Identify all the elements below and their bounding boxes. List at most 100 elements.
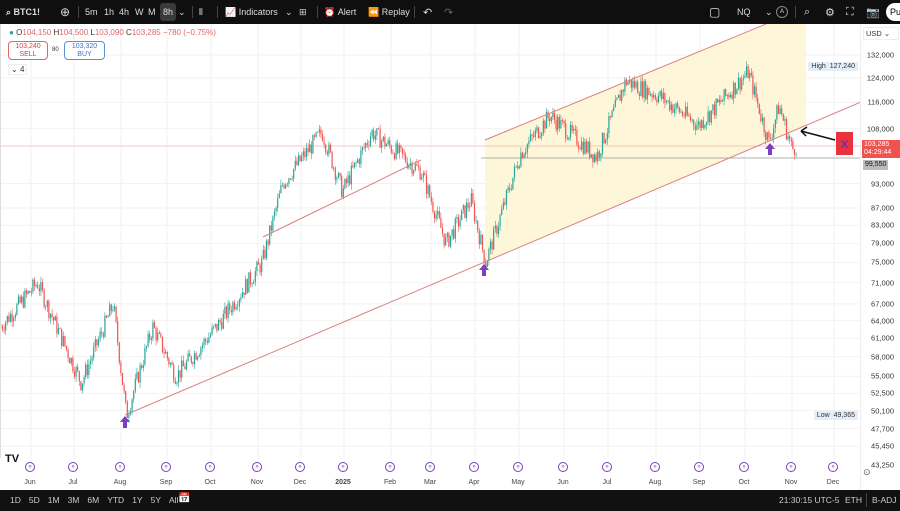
event-icon[interactable]: »: [425, 462, 435, 472]
indicators-dropdown-icon[interactable]: ⌄: [285, 6, 293, 17]
event-icon[interactable]: »: [694, 462, 704, 472]
candle-body: [678, 107, 680, 113]
candle-body: [473, 203, 476, 222]
chart-pane[interactable]: X ● O104,150 H104,500 L103,090 C103,285 …: [0, 23, 862, 466]
collapse-indicators-button[interactable]: ⌄ 4: [8, 64, 28, 75]
sell-button[interactable]: 103,240 SELL: [8, 41, 48, 60]
publish-button[interactable]: Pu: [886, 3, 900, 21]
up-arrow-icon: [765, 143, 775, 155]
event-icon[interactable]: »: [786, 462, 796, 472]
early-channel-line[interactable]: [262, 159, 422, 238]
clock[interactable]: 21:30:15 UTC-5: [779, 495, 840, 505]
interval-dropdown-icon[interactable]: ⌄: [178, 6, 186, 17]
date-range-icon[interactable]: 📅: [178, 493, 191, 504]
range-1y[interactable]: 1Y: [132, 495, 143, 505]
range-5d[interactable]: 5D: [28, 495, 40, 505]
candle-body: [297, 155, 300, 165]
event-icon[interactable]: »: [513, 462, 523, 472]
candle-body: [792, 141, 794, 150]
candle-body: [24, 290, 26, 308]
lower-channel-line[interactable]: [124, 101, 862, 416]
range-1m[interactable]: 1M: [47, 495, 60, 505]
interval-5m[interactable]: 5m: [85, 7, 98, 17]
upper-channel-line[interactable]: [484, 23, 767, 141]
layout-icon[interactable]: ▢: [709, 5, 721, 19]
candle-body: [475, 220, 477, 222]
interval-1h[interactable]: 1h: [104, 7, 115, 17]
rewind-icon: ⏪: [368, 6, 382, 17]
range-5y[interactable]: 5Y: [150, 495, 161, 505]
event-icon[interactable]: »: [828, 462, 838, 472]
interval-w[interactable]: W: [135, 7, 144, 17]
candle-body: [755, 86, 757, 98]
interval-4h[interactable]: 4h: [119, 7, 130, 17]
candle-body: [478, 230, 480, 245]
candle-body: [440, 217, 442, 228]
candle-body: [521, 152, 524, 159]
event-icon[interactable]: »: [739, 462, 749, 472]
buy-button[interactable]: 103,320 BUY: [64, 41, 105, 60]
camera-icon[interactable]: 📷: [866, 6, 880, 19]
event-icon[interactable]: »: [68, 462, 78, 472]
event-icon[interactable]: »: [469, 462, 479, 472]
templates-icon[interactable]: ⊞: [299, 6, 307, 17]
candle-body: [198, 355, 200, 357]
range-1d[interactable]: 1D: [10, 495, 21, 505]
symbol-search[interactable]: ⌕ BTC1!: [6, 6, 41, 18]
range-3m[interactable]: 3M: [67, 495, 80, 505]
time-axis-settings-icon[interactable]: ⊙: [863, 467, 871, 477]
range-6m[interactable]: 6M: [87, 495, 100, 505]
time-axis[interactable]: Jun Jul Aug Sep Oct Nov Dec 2025 Feb Mar Apr May Jun…: [0, 458, 860, 490]
candle-body: [645, 81, 647, 100]
price-axis[interactable]: USD ⌄ 132,000 124,000 116,000 108,000 93,000…: [860, 24, 900, 490]
event-icon[interactable]: »: [558, 462, 568, 472]
alert-button[interactable]: ⏰ Alert: [324, 0, 356, 24]
event-icon[interactable]: »: [161, 462, 171, 472]
candle-body: [715, 99, 717, 116]
settings-gear-icon[interactable]: ⚙: [825, 6, 835, 19]
interval-m[interactable]: M: [148, 7, 156, 17]
compare-symbol[interactable]: NQ: [737, 7, 751, 17]
candle-body: [517, 165, 519, 169]
high-label: H: [53, 28, 60, 37]
top-toolbar: ⌕ BTC1! ⊕ 5m 1h 4h W M 8h ⌄ ⫴ 📈 Indicato…: [0, 0, 900, 24]
up-arrow-icon: [120, 416, 130, 428]
candle-body: [267, 240, 269, 245]
event-icon[interactable]: »: [338, 462, 348, 472]
adjustment-toggle[interactable]: B-ADJ: [872, 495, 897, 505]
candle-body: [147, 333, 149, 347]
undo-icon[interactable]: ↶: [423, 6, 433, 19]
candle-type-icon[interactable]: ⫴: [199, 6, 203, 17]
event-icon[interactable]: »: [115, 462, 125, 472]
replay-button[interactable]: ⏪ Replay: [368, 0, 410, 24]
indicators-button[interactable]: 📈 Indicators: [225, 0, 278, 24]
candle-body: [136, 372, 138, 379]
event-icon[interactable]: »: [205, 462, 215, 472]
candle-body: [342, 188, 344, 198]
auto-scale-button[interactable]: A: [776, 6, 788, 18]
event-icon[interactable]: »: [385, 462, 395, 472]
close-value: 103,285: [131, 28, 161, 37]
candle-body: [206, 340, 208, 343]
range-all[interactable]: All: [169, 495, 179, 505]
fullscreen-icon[interactable]: ⛶: [846, 5, 854, 18]
event-icon[interactable]: »: [602, 462, 612, 472]
currency-select[interactable]: USD ⌄: [863, 27, 899, 40]
event-icon[interactable]: »: [295, 462, 305, 472]
candle-body: [256, 261, 258, 272]
session-toggle[interactable]: ETH: [845, 495, 862, 505]
interval-8h[interactable]: 8h: [160, 3, 177, 21]
candle-body: [325, 144, 327, 152]
candle-body: [67, 349, 69, 358]
event-icon[interactable]: »: [252, 462, 262, 472]
time-tick: Nov: [250, 479, 264, 486]
compare-dropdown-icon[interactable]: ⌄: [765, 6, 773, 17]
range-ytd[interactable]: YTD: [107, 495, 125, 505]
quick-search-icon[interactable]: ⌕: [804, 5, 811, 18]
price-chart[interactable]: X: [0, 23, 862, 466]
event-icon[interactable]: »: [650, 462, 660, 472]
candle-body: [293, 168, 295, 179]
redo-icon[interactable]: ↷: [444, 6, 454, 19]
add-symbol-icon[interactable]: ⊕: [60, 5, 71, 19]
event-icon[interactable]: »: [25, 462, 35, 472]
